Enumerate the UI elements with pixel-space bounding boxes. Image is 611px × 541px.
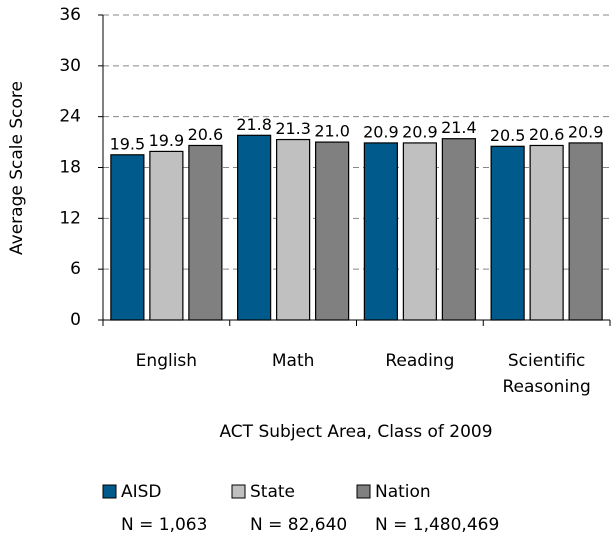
value-label: 21.0 xyxy=(314,122,350,141)
value-label: 21.8 xyxy=(236,115,272,134)
y-tick-label: 30 xyxy=(59,56,81,76)
y-tick-label: 6 xyxy=(70,259,81,279)
legend-note: N = 1,480,469 xyxy=(375,515,499,535)
bar xyxy=(188,144,223,321)
legend-swatch xyxy=(102,484,117,499)
value-label: 20.6 xyxy=(188,125,224,144)
y-tick-label: 12 xyxy=(59,208,81,228)
x-tick-label: Math xyxy=(271,351,315,371)
value-label: 20.6 xyxy=(529,125,565,144)
y-tick-label: 0 xyxy=(70,310,81,330)
bar xyxy=(568,142,603,321)
value-label: 21.4 xyxy=(441,118,477,137)
bar xyxy=(490,145,525,321)
legend-label: Nation xyxy=(375,482,431,502)
y-tick-label: 24 xyxy=(59,107,81,127)
legend-label: State xyxy=(250,482,295,502)
y-tick-label: 18 xyxy=(59,158,81,178)
y-axis-title: Average Scale Score xyxy=(7,81,27,255)
bar xyxy=(441,138,476,321)
value-label: 19.5 xyxy=(110,134,146,153)
y-tick-label: 36 xyxy=(59,5,81,25)
bar xyxy=(110,154,145,321)
value-label: 20.9 xyxy=(363,122,399,141)
bar xyxy=(276,138,311,321)
bar xyxy=(149,150,184,321)
x-tick-label: Reading xyxy=(385,351,455,371)
x-tick-label: English xyxy=(135,351,198,371)
value-label: 20.9 xyxy=(568,122,604,141)
bar xyxy=(237,134,272,321)
bar xyxy=(363,142,398,321)
bar xyxy=(402,142,437,321)
legend-note: N = 1,063 xyxy=(121,515,207,535)
legend-swatch xyxy=(356,484,371,499)
legend-swatch xyxy=(231,484,246,499)
value-label: 19.9 xyxy=(149,131,185,150)
value-label: 20.9 xyxy=(402,122,438,141)
legend-label: AISD xyxy=(121,482,162,502)
bar xyxy=(529,144,564,321)
x-axis-title: ACT Subject Area, Class of 2009 xyxy=(219,422,492,442)
value-label: 20.5 xyxy=(490,126,526,145)
legend-note: N = 82,640 xyxy=(250,515,347,535)
bar xyxy=(315,141,350,321)
value-label: 21.3 xyxy=(275,119,311,138)
x-tick-label: Scientific Reasoning xyxy=(502,351,591,397)
